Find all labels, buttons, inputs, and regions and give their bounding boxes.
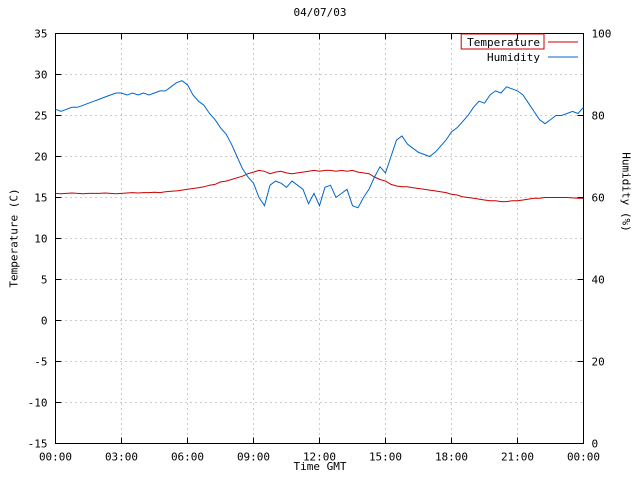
svg-text:15: 15	[34, 192, 47, 205]
svg-text:80: 80	[592, 110, 605, 123]
chart-title: 04/07/03	[293, 6, 347, 19]
svg-text:-5: -5	[34, 356, 47, 369]
svg-text:21:00: 21:00	[501, 451, 534, 464]
svg-text:25: 25	[34, 110, 47, 123]
svg-text:0: 0	[41, 315, 48, 328]
svg-text:09:00: 09:00	[237, 451, 270, 464]
svg-text:20: 20	[592, 356, 605, 369]
svg-text:06:00: 06:00	[171, 451, 204, 464]
svg-text:18:00: 18:00	[435, 451, 468, 464]
svg-text:03:00: 03:00	[105, 451, 138, 464]
legend-label-temperature: Temperature	[467, 36, 540, 49]
svg-text:15:00: 15:00	[369, 451, 402, 464]
svg-text:35: 35	[34, 28, 47, 41]
svg-text:100: 100	[592, 28, 612, 41]
svg-text:00:00: 00:00	[39, 451, 72, 464]
svg-text:30: 30	[34, 69, 47, 82]
svg-text:00:00: 00:00	[567, 451, 600, 464]
svg-text:5: 5	[41, 274, 48, 287]
svg-text:60: 60	[592, 192, 605, 205]
svg-text:12:00: 12:00	[303, 451, 336, 464]
svg-text:40: 40	[592, 274, 605, 287]
x-axis-label: Time GMT	[293, 460, 347, 473]
svg-text:-10: -10	[28, 397, 48, 410]
svg-text:10: 10	[34, 233, 47, 246]
svg-text:0: 0	[592, 438, 599, 451]
svg-text:-15: -15	[28, 438, 48, 451]
y-axis-label-right: Humidity (%)	[619, 152, 633, 232]
svg-text:20: 20	[34, 151, 47, 164]
legend-label-humidity: Humidity	[487, 51, 540, 64]
y-axis-label-left: Temperature (C)	[7, 188, 21, 288]
